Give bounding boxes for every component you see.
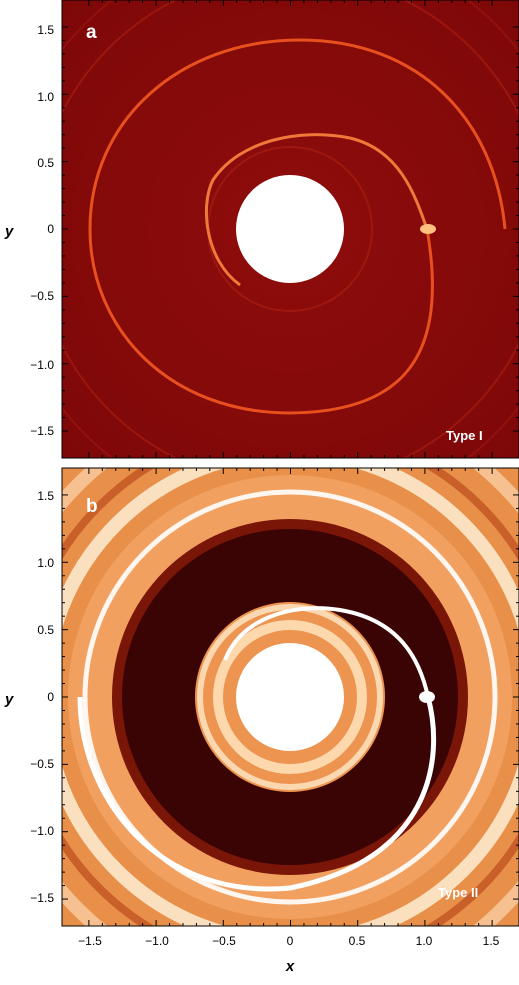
panel-b-yticks: 1.5 1.0 0.5 0 −0.5 −1.0 −1.5 (30, 489, 54, 905)
tick-marks (62, 0, 519, 926)
panel-b-bright-ring (82, 489, 498, 905)
panel-a-letter: a (86, 22, 97, 43)
panel-a-ytick-label: −0.5 (30, 289, 54, 303)
panel-b-ytick-label: 0.5 (37, 623, 54, 637)
panel-a-ytick-label: 0 (47, 222, 54, 236)
panel-a-spiral-wake-inner (204, 133, 429, 287)
panel-b-letter: b (86, 496, 98, 517)
xtick-label: −1.5 (78, 934, 102, 948)
panel-b: b Type II y 1.5 1.0 0.5 0 −0.5 −1.0 −1.5 (4, 467, 519, 927)
panel-a-type-label: Type I (446, 428, 483, 443)
xtick-label: 1.0 (416, 934, 433, 948)
panel-a-inner-hole (236, 175, 344, 283)
xtick-label: −0.5 (212, 934, 236, 948)
panel-b-inner-ring (197, 604, 383, 790)
panel-a: a Type I y 1.5 1.0 0.5 0 −0.5 −1.0 −1.5 (4, 0, 519, 459)
panel-a-ytick-label: 1.0 (37, 90, 54, 104)
panel-b-spiral-wake-inner (223, 606, 430, 698)
panel-b-ytick-label: 0 (47, 690, 54, 704)
panel-a-ylabel: y (4, 223, 14, 240)
panel-a-planet (420, 224, 436, 234)
panel-b-ylabel: y (4, 691, 14, 708)
panel-a-ytick-label: −1.5 (30, 424, 54, 438)
panel-b-inner-ring (213, 620, 367, 774)
panel-b-planet (419, 691, 435, 703)
panel-b-ytick-label: −0.5 (30, 757, 54, 771)
xtick-label: −1.0 (145, 934, 169, 948)
xtick-label: 0 (287, 934, 294, 948)
panel-b-ytick-label: −1.0 (30, 824, 54, 838)
panel-b-image (62, 468, 519, 926)
panel-a-ytick-label: −1.0 (30, 358, 54, 372)
xtick-label: 0.5 (349, 934, 366, 948)
xtick-label: 1.5 (483, 934, 500, 948)
panel-a-image (62, 0, 519, 458)
panel-b-spiral-wake-outer (77, 696, 437, 892)
x-axis-label: x (285, 958, 295, 975)
panel-b-inner-hole (236, 643, 344, 751)
panel-a-spiral-wake-outer (88, 38, 507, 415)
panel-b-ytick-label: 1.0 (37, 556, 54, 570)
panel-a-ytick-label: 0.5 (37, 156, 54, 170)
panel-a-ytick-label: 1.5 (37, 23, 54, 37)
panel-a-yticks: 1.5 1.0 0.5 0 −0.5 −1.0 −1.5 (30, 23, 54, 438)
panel-b-ytick-label: −1.5 (30, 891, 54, 905)
x-axis: −1.5 −1.0 −0.5 0 0.5 1.0 1.5 x (78, 934, 500, 975)
panel-b-type-label: Type II (438, 885, 478, 900)
panel-b-ytick-label: 1.5 (37, 489, 54, 503)
